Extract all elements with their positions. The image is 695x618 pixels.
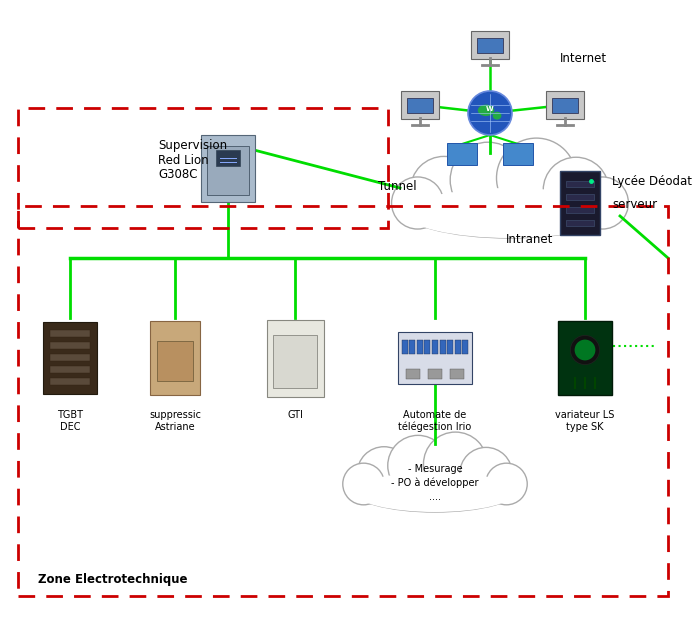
FancyBboxPatch shape [455,340,461,354]
FancyBboxPatch shape [447,143,477,165]
FancyBboxPatch shape [273,334,317,387]
FancyBboxPatch shape [407,369,420,379]
FancyBboxPatch shape [266,320,323,397]
FancyBboxPatch shape [432,340,438,354]
Text: Intranet: Intranet [507,233,554,246]
Ellipse shape [350,464,520,512]
Circle shape [571,336,600,365]
FancyBboxPatch shape [150,321,200,395]
Circle shape [391,177,443,229]
Text: TGBT
DEC: TGBT DEC [57,410,83,431]
FancyBboxPatch shape [439,340,445,354]
FancyBboxPatch shape [503,143,533,165]
FancyBboxPatch shape [447,340,453,354]
FancyBboxPatch shape [50,342,90,349]
Circle shape [388,435,448,496]
Circle shape [575,340,596,360]
FancyBboxPatch shape [401,91,439,119]
FancyBboxPatch shape [546,91,584,119]
FancyBboxPatch shape [566,181,594,187]
FancyBboxPatch shape [428,369,442,379]
FancyBboxPatch shape [50,330,90,337]
FancyBboxPatch shape [207,146,249,195]
FancyBboxPatch shape [462,340,468,354]
FancyBboxPatch shape [50,354,90,361]
Circle shape [486,463,528,505]
Circle shape [357,447,411,501]
Circle shape [496,138,576,218]
FancyBboxPatch shape [402,340,408,354]
Text: variateur LS
type SK: variateur LS type SK [555,410,614,431]
FancyBboxPatch shape [425,340,430,354]
Text: GTI: GTI [287,410,303,420]
Ellipse shape [405,188,614,238]
Text: Tunnel: Tunnel [378,179,416,192]
FancyBboxPatch shape [50,378,90,385]
FancyBboxPatch shape [216,150,240,166]
FancyBboxPatch shape [552,98,578,113]
Circle shape [460,447,512,500]
FancyBboxPatch shape [43,322,97,394]
Text: Supervision
Red Lion
G308C: Supervision Red Lion G308C [158,138,227,182]
Text: Automate de
télégestion Irio: Automate de télégestion Irio [398,410,472,432]
FancyBboxPatch shape [407,98,433,113]
Text: serveur: serveur [612,198,657,211]
FancyBboxPatch shape [398,332,472,384]
Ellipse shape [400,178,620,238]
FancyBboxPatch shape [477,38,503,53]
Ellipse shape [477,104,494,116]
Circle shape [411,156,477,224]
Text: - Mesurage
- PO à développer
....: - Mesurage - PO à développer .... [391,464,479,502]
Ellipse shape [493,112,501,120]
FancyBboxPatch shape [417,340,423,354]
Ellipse shape [354,472,516,512]
Circle shape [543,157,609,222]
FancyBboxPatch shape [566,207,594,213]
FancyBboxPatch shape [566,194,594,200]
Circle shape [576,177,628,229]
Circle shape [423,432,487,496]
FancyBboxPatch shape [201,135,255,201]
FancyBboxPatch shape [560,171,600,235]
Text: Internet: Internet [560,51,607,64]
Circle shape [468,91,512,135]
Text: Zone Electrotechnique: Zone Electrotechnique [38,573,188,586]
FancyBboxPatch shape [50,366,90,373]
FancyBboxPatch shape [409,340,416,354]
FancyBboxPatch shape [450,369,464,379]
Text: Lycée Déodat: Lycée Déodat [612,174,692,187]
FancyBboxPatch shape [558,321,612,395]
FancyBboxPatch shape [471,31,509,59]
FancyBboxPatch shape [566,220,594,226]
Circle shape [343,463,384,505]
FancyBboxPatch shape [157,341,193,381]
Circle shape [450,142,526,218]
Text: W: W [486,106,494,112]
Text: suppressic
Astriane: suppressic Astriane [149,410,201,431]
